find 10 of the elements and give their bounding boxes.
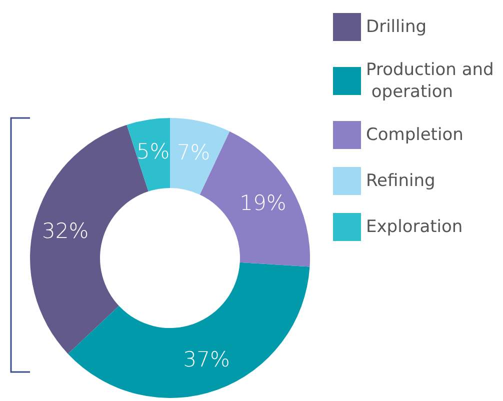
data-label: 32% [42, 219, 89, 244]
legend-label: Exploration [366, 217, 463, 237]
legend-label: Production and operation [366, 60, 494, 102]
legend-label: Drilling [366, 17, 427, 37]
data-label: 37% [183, 348, 230, 372]
data-label: 19% [240, 191, 286, 216]
data-label: 5% [136, 139, 170, 164]
legend-label: Completion [366, 125, 464, 145]
legend-label: Refining [366, 171, 436, 191]
data-label: 7% [176, 140, 210, 165]
